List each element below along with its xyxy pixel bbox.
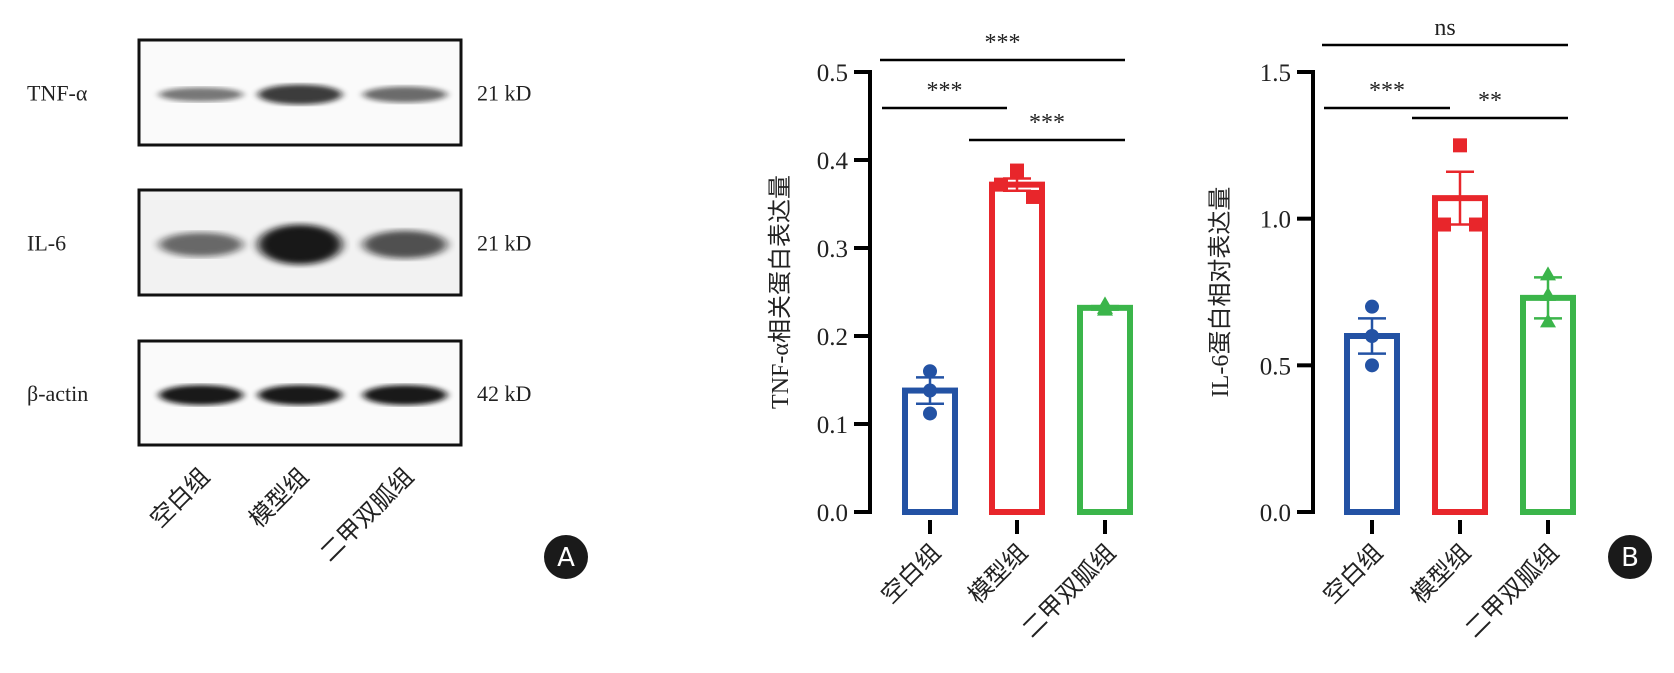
protein-band	[258, 84, 342, 105]
y-tick-label: 1.5	[1260, 60, 1291, 87]
panel-badge-text: B	[1621, 543, 1639, 573]
significance-label: ***	[927, 78, 963, 104]
data-point	[1540, 286, 1556, 301]
y-tick-label: 0.0	[817, 500, 848, 527]
bar	[1520, 294, 1576, 515]
data-point	[1026, 189, 1040, 204]
y-axis-label: IL-6蛋白相对表达量	[1207, 187, 1234, 398]
significance-label: **	[1478, 88, 1502, 114]
panel-label-b: B	[1608, 535, 1652, 579]
western-blot-panel: TNF-α 21 kD IL-6 21 kD β-actin 42 kD 空白组 模型组 二甲双…	[27, 38, 588, 579]
y-tick-label: 1.0	[1260, 207, 1291, 234]
bar	[1077, 304, 1133, 515]
x-tick-label: 空白组	[876, 538, 947, 609]
bar	[1432, 195, 1488, 515]
x-tick-label: 模型组	[1406, 538, 1477, 609]
protein-band	[363, 86, 447, 103]
significance-label: ***	[1029, 110, 1065, 136]
y-tick-label: 0.4	[817, 148, 849, 175]
protein-band	[363, 230, 447, 259]
blot-row-1: IL-6 21 kD	[27, 188, 531, 297]
y-tick-label: 0.5	[817, 60, 848, 87]
x-tick-label: 空白组	[1318, 538, 1389, 609]
y-tick-label: 0.0	[1260, 500, 1291, 527]
protein-label: IL-6	[27, 231, 66, 256]
x-tick-label: 二甲双胍组	[1460, 538, 1565, 643]
panel-badge	[1608, 535, 1652, 579]
significance-label: ***	[985, 30, 1021, 56]
y-tick-label: 0.3	[817, 236, 848, 263]
data-point	[1469, 217, 1483, 232]
blot-row-0: TNF-α 21 kD	[27, 38, 531, 147]
lane-label: 二甲双胍组	[315, 462, 420, 567]
molecular-weight-label: 21 kD	[477, 231, 531, 256]
blot-row-2: β-actin 42 kD	[27, 339, 531, 447]
data-point	[923, 364, 937, 379]
molecular-weight-label: 21 kD	[477, 81, 531, 106]
significance-label: ns	[1434, 15, 1455, 41]
data-point	[1097, 301, 1113, 316]
protein-band	[159, 232, 243, 257]
protein-label: TNF-α	[27, 81, 88, 106]
y-tick-label: 0.1	[817, 412, 848, 439]
data-point	[1453, 138, 1467, 153]
data-point	[994, 177, 1008, 192]
y-axis-label: TNF-α相关蛋白表达量	[767, 175, 794, 409]
data-point	[1540, 313, 1556, 328]
protein-band	[159, 87, 243, 102]
significance-label: ***	[1369, 78, 1405, 104]
panel-badge-text: A	[557, 543, 575, 573]
data-point	[1365, 358, 1379, 373]
data-point	[1540, 266, 1556, 281]
data-point	[923, 406, 937, 421]
panel-badge	[544, 535, 588, 579]
y-tick-label: 0.5	[1260, 353, 1291, 380]
lane-label: 模型组	[244, 462, 315, 533]
protein-band	[258, 385, 342, 405]
data-point	[1010, 163, 1024, 178]
data-point	[1365, 329, 1379, 343]
bar	[989, 181, 1045, 515]
data-point	[1437, 217, 1451, 232]
y-tick-label: 0.2	[817, 324, 848, 351]
protein-band	[258, 224, 342, 265]
data-point	[1365, 299, 1379, 314]
x-tick-label: 模型组	[963, 538, 1034, 609]
protein-band	[159, 385, 243, 405]
lane-label: 空白组	[145, 462, 216, 533]
x-tick-label: 二甲双胍组	[1017, 538, 1122, 643]
protein-band	[363, 385, 447, 405]
molecular-weight-label: 42 kD	[477, 381, 531, 406]
data-point	[923, 383, 937, 398]
panel-label-a: A	[544, 535, 588, 579]
protein-label: β-actin	[27, 381, 88, 406]
